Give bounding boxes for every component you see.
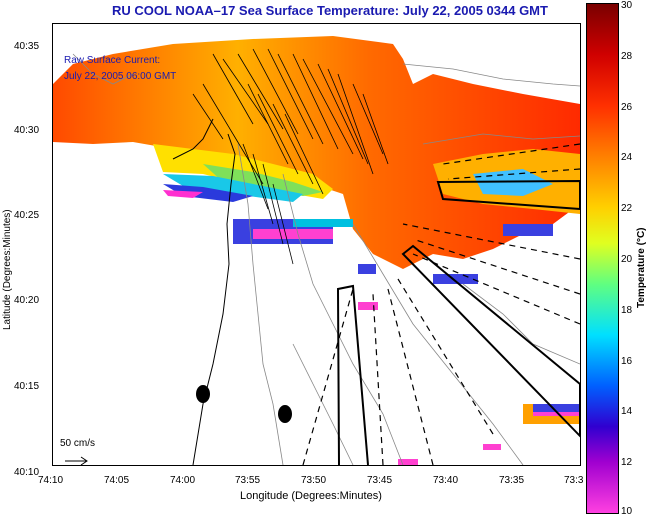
annotation-line1: Raw Surface Current: <box>64 55 161 66</box>
x-tick: 74:05 <box>104 475 130 486</box>
x-axis-label: Longitude (Degrees:Minutes) <box>240 490 382 502</box>
transect-boxes <box>336 179 580 465</box>
sst-patch-d <box>358 264 376 274</box>
colorbar-tick: 14 <box>621 406 633 417</box>
colorbar-tick: 24 <box>621 152 633 163</box>
y-tick: 40:20 <box>14 295 40 306</box>
sst-patch-east-blue <box>503 224 553 236</box>
colorbar-tick: 28 <box>621 51 633 62</box>
sst-patch-north <box>53 36 580 269</box>
x-tick: 73:40 <box>433 475 459 486</box>
sst-patch-b <box>253 229 333 239</box>
sst-map-svg <box>53 36 580 465</box>
colorbar-tick: 16 <box>621 356 633 367</box>
buoy-marker-1 <box>196 385 210 403</box>
sst-patch-s2 <box>483 444 501 450</box>
colorbar-tick: 20 <box>621 254 633 265</box>
x-tick: 73:45 <box>367 475 393 486</box>
y-tick: 40:25 <box>14 210 40 221</box>
sst-patch-se2 <box>533 404 580 412</box>
x-tick: 73:50 <box>301 475 327 486</box>
buoy-marker-2 <box>278 405 292 423</box>
x-tick: 73:3 <box>564 475 584 486</box>
scale-arrow-icon <box>65 456 88 465</box>
bathymetry-contours <box>72 53 580 465</box>
colorbar-tick: 30 <box>621 0 633 11</box>
colorbar-tick: 22 <box>621 203 633 214</box>
x-tick: 73:55 <box>235 475 261 486</box>
sst-patch-east-cyan <box>473 169 553 196</box>
colorbar-tick: 12 <box>621 457 633 468</box>
map-title: RU COOL NOAA–17 Sea Surface Temperature:… <box>112 3 548 18</box>
sst-patch-f <box>433 274 478 284</box>
y-tick: 40:35 <box>14 41 40 52</box>
sst-map-plot <box>52 23 581 466</box>
x-tick: 74:10 <box>38 475 64 486</box>
colorbar-label: Temperature (°C) <box>636 227 647 309</box>
sst-patch-s1 <box>398 459 418 465</box>
scale-label: 50 cm/s <box>60 438 96 449</box>
y-axis-label: Latitude (Degrees:Minutes) <box>2 209 13 330</box>
colorbar-tick: 26 <box>621 102 633 113</box>
sst-patch-magenta <box>163 190 203 198</box>
colorbar-tick: 10 <box>621 506 633 517</box>
sst-patch-c <box>293 219 353 227</box>
sst-patch-blue <box>163 184 253 202</box>
surface-current-vectors <box>192 48 389 265</box>
sst-patch-e <box>358 302 378 310</box>
sst-patch-se3 <box>533 412 580 416</box>
annotation-line2: July 22, 2005 06:00 GMT <box>64 71 177 82</box>
sst-patch-cyan <box>163 174 303 202</box>
colorbar <box>586 3 619 514</box>
radar-sector-lines <box>302 143 580 465</box>
colorbar-tick: 18 <box>621 305 633 316</box>
y-tick: 40:30 <box>14 125 40 136</box>
y-tick: 40:10 <box>14 467 40 478</box>
x-tick: 74:00 <box>170 475 196 486</box>
y-tick: 40:15 <box>14 381 40 392</box>
x-tick: 73:35 <box>499 475 525 486</box>
